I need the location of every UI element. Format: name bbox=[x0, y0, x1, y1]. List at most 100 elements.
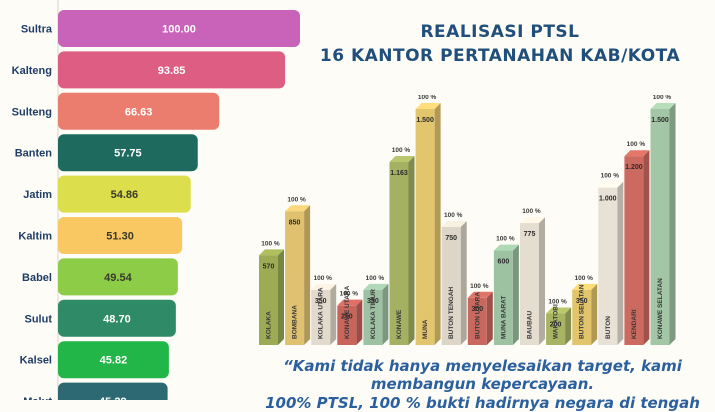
value-label: 350 bbox=[367, 298, 379, 305]
category-label: Babel bbox=[22, 272, 52, 284]
bar-side bbox=[486, 291, 493, 345]
percent-label: 100 % bbox=[548, 299, 567, 306]
category-label: BOMBANA bbox=[292, 305, 299, 339]
office-bar-chart: 570 100 % KOLAKA 850 100 % BOMBANA 350 100 % KOL… bbox=[259, 95, 676, 345]
bar bbox=[285, 211, 305, 345]
category-label: BAUBAU bbox=[527, 311, 534, 339]
value-label: 51.30 bbox=[106, 231, 134, 243]
bar bbox=[259, 255, 278, 345]
bar-side bbox=[565, 307, 572, 345]
quote-line-3: 100% PTSL, 100 % bukti hadirnya negara d… bbox=[265, 394, 700, 412]
bar bbox=[58, 134, 198, 172]
percent-label: 100 % bbox=[340, 291, 359, 298]
bar-top bbox=[467, 291, 493, 298]
value-label: 1.000 bbox=[599, 196, 617, 203]
bar-top bbox=[572, 283, 598, 290]
provincial-bar-chart: Sultra 100.00 Kalteng 93.85 Sulteng 66.63 Bant… bbox=[12, 0, 300, 400]
percent-label: 100 % bbox=[366, 275, 385, 282]
bar bbox=[363, 289, 383, 345]
bar-top bbox=[415, 103, 441, 109]
bar-side bbox=[408, 156, 415, 345]
bar bbox=[58, 51, 286, 89]
category-label: Jatim bbox=[23, 189, 52, 201]
category-label: KONAWE SELATAN bbox=[657, 278, 664, 339]
value-label: 1.163 bbox=[390, 170, 408, 177]
value-label: 350 bbox=[576, 298, 588, 305]
value-label: 66.63 bbox=[125, 106, 153, 118]
value-label: 100.00 bbox=[162, 24, 196, 36]
category-label: Banten bbox=[15, 148, 53, 160]
bar-top bbox=[285, 205, 311, 212]
category-label: KOLAKA TIMUR bbox=[370, 289, 377, 339]
bar bbox=[337, 305, 357, 345]
bar bbox=[415, 109, 435, 345]
percent-label: 100 % bbox=[313, 275, 332, 282]
bar-top bbox=[363, 283, 389, 290]
category-label: KOLAKA UTARA bbox=[318, 287, 325, 339]
percent-label: 100 % bbox=[418, 95, 437, 101]
bar bbox=[572, 289, 592, 345]
percent-label: 100 % bbox=[627, 141, 646, 148]
category-label: Sultra bbox=[21, 24, 53, 36]
percent-label: 100 % bbox=[470, 283, 489, 290]
value-label: 1.200 bbox=[625, 164, 643, 171]
bar-side bbox=[591, 283, 598, 345]
bar-top bbox=[546, 307, 572, 314]
bar bbox=[650, 109, 670, 345]
value-label: 750 bbox=[445, 235, 457, 242]
category-label: KONAWE bbox=[396, 309, 403, 339]
quote-line-1: “Kami tidak hanya menyelesaikan target, … bbox=[283, 357, 682, 375]
value-label: 48.70 bbox=[103, 313, 131, 325]
category-label: Sulteng bbox=[12, 106, 52, 118]
value-label: 54.86 bbox=[111, 189, 139, 201]
percent-label: 100 % bbox=[392, 147, 411, 154]
value-label: 775 bbox=[524, 231, 536, 238]
bar-side bbox=[382, 283, 389, 345]
value-label: 600 bbox=[498, 259, 510, 266]
category-label: KENDARI bbox=[631, 309, 638, 339]
bar-top bbox=[441, 221, 467, 227]
bar bbox=[311, 289, 331, 345]
value-label: 850 bbox=[289, 219, 301, 226]
bar bbox=[58, 10, 300, 47]
bar-top bbox=[311, 283, 337, 290]
percent-label: 100 % bbox=[653, 95, 672, 101]
bar-side bbox=[643, 150, 650, 345]
bar-side bbox=[539, 217, 545, 345]
value-label: 49.54 bbox=[104, 272, 132, 284]
bar bbox=[58, 299, 176, 337]
bar bbox=[58, 217, 183, 254]
bar bbox=[58, 341, 169, 379]
category-label: KOLAKA bbox=[266, 311, 273, 339]
value-label: 45.82 bbox=[100, 355, 128, 367]
bar bbox=[598, 187, 618, 345]
value-label: 93.85 bbox=[158, 65, 186, 77]
bar-side bbox=[304, 205, 311, 345]
percent-label: 100 % bbox=[261, 240, 280, 247]
category-label: WAKATOBI bbox=[553, 304, 560, 339]
percent-label: 100 % bbox=[522, 208, 541, 215]
category-label: BUTON SELATAN bbox=[579, 284, 586, 339]
bar bbox=[624, 156, 644, 345]
bar-top bbox=[624, 150, 650, 157]
bar-side bbox=[356, 299, 363, 345]
bar-top bbox=[259, 249, 284, 256]
percent-label: 100 % bbox=[444, 212, 463, 219]
value-label: 570 bbox=[263, 263, 275, 270]
category-label: KONAWE UTARA bbox=[344, 285, 351, 339]
value-label: 57.75 bbox=[114, 148, 142, 160]
value-label: 350 bbox=[315, 298, 327, 305]
bar bbox=[441, 227, 461, 345]
bar-top bbox=[520, 217, 545, 224]
bar-side bbox=[278, 249, 284, 345]
category-label: BUTON TENGAH bbox=[448, 286, 455, 339]
percent-label: 100 % bbox=[496, 236, 515, 243]
bar-side bbox=[617, 181, 624, 345]
quote-line-2: membangun kepercayaan. bbox=[370, 375, 595, 393]
category-label: Kalsel bbox=[20, 355, 52, 367]
value-label: 1.500 bbox=[651, 117, 669, 124]
value-label: 200 bbox=[550, 322, 562, 329]
category-label: BUTON bbox=[605, 316, 612, 339]
category-label: Kaltim bbox=[18, 231, 52, 243]
bar bbox=[546, 313, 566, 345]
